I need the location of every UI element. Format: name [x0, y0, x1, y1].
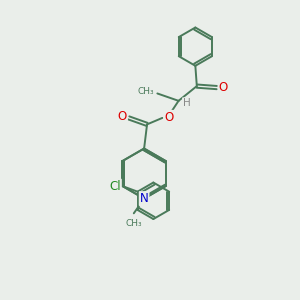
- Text: H: H: [183, 98, 191, 108]
- Text: O: O: [118, 110, 127, 123]
- Text: N: N: [140, 192, 148, 205]
- Text: O: O: [219, 81, 228, 94]
- Text: Cl: Cl: [109, 180, 121, 193]
- Text: CH₃: CH₃: [137, 88, 154, 97]
- Text: CH₃: CH₃: [125, 219, 142, 228]
- Text: O: O: [164, 111, 173, 124]
